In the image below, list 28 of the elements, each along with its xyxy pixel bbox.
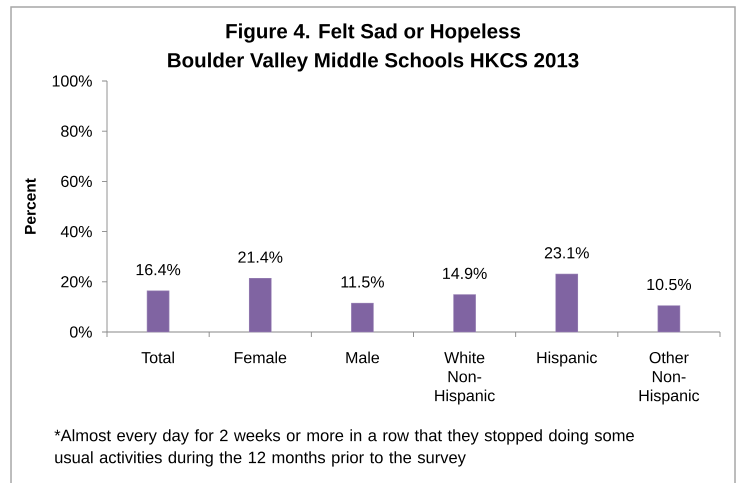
x-tick-label: Hispanic xyxy=(537,352,597,366)
y-tick-label: 20% xyxy=(61,276,92,288)
y-tick-label: 40% xyxy=(60,226,92,238)
y-axis-title: Percent xyxy=(24,178,36,234)
data-label: 14.9% xyxy=(443,268,487,280)
x-tick-label: Male xyxy=(346,352,380,364)
x-tick-label: Female xyxy=(234,352,286,364)
data-label: 23.1% xyxy=(544,247,589,258)
y-tick-label: 0% xyxy=(70,326,92,338)
x-tick-label: Total xyxy=(142,352,174,364)
bar xyxy=(555,274,578,332)
data-label: 10.5% xyxy=(647,278,692,290)
data-label: 21.4% xyxy=(238,251,282,263)
y-tick-label: 100% xyxy=(52,75,92,87)
data-label: 16.4% xyxy=(136,264,180,276)
bar xyxy=(248,278,272,332)
bar xyxy=(146,290,170,332)
bar xyxy=(658,305,680,332)
chart-title: Figure 4. Felt Sad or Hopeless xyxy=(226,23,520,43)
chart-subtitle: Boulder Valley Middle Schools HKCS 2013 xyxy=(168,52,578,72)
y-tick-label: 80% xyxy=(61,126,92,137)
text: *Almost every day for 2 weeks or more in a row that they stopped doing some usual activities during the 12 months prior to the survey xyxy=(54,429,634,467)
bar xyxy=(351,302,374,332)
x-tick-label: White Non-Hispanic xyxy=(435,352,495,404)
data-label: 11.5% xyxy=(342,276,384,288)
y-tick-label: 60% xyxy=(61,176,92,188)
x-tick-label: Other Non-Hispanic xyxy=(640,352,700,404)
bar xyxy=(453,294,476,332)
